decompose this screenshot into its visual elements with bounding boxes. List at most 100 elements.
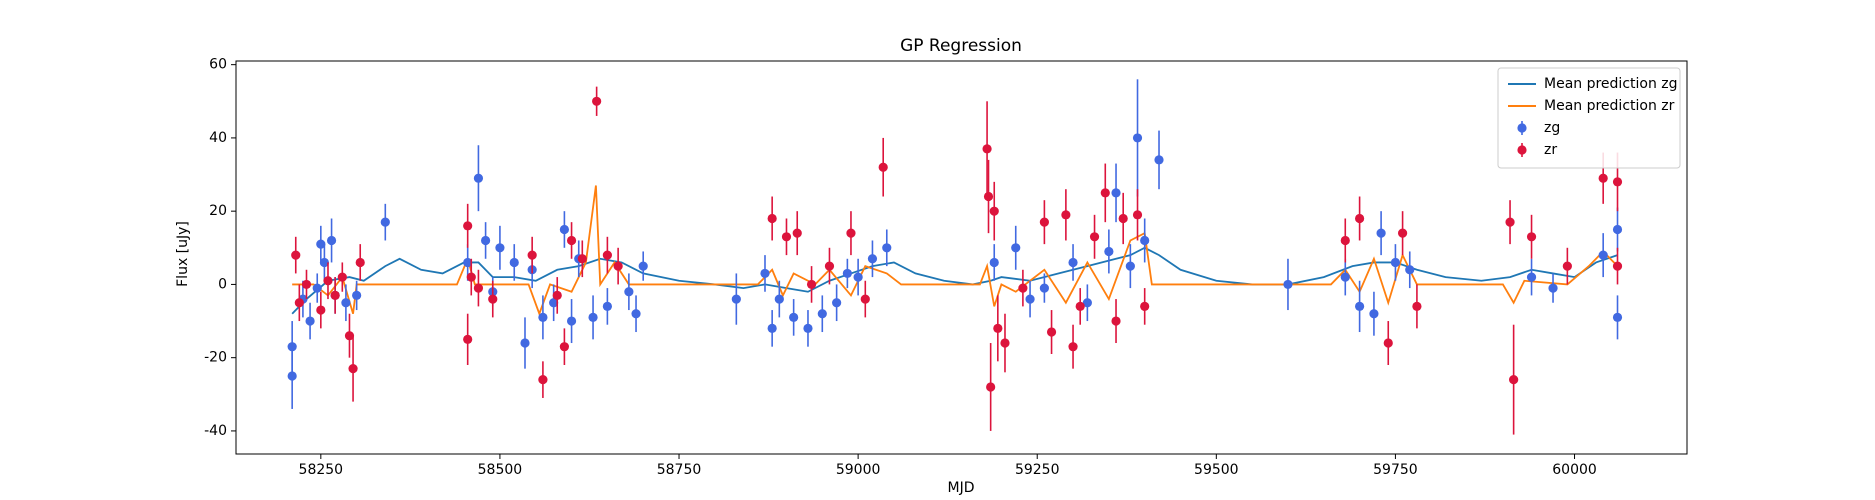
data-point — [1405, 265, 1415, 275]
x-axis-label: MJD — [948, 480, 975, 496]
legend-label: zg — [1544, 120, 1560, 136]
mean-line — [292, 185, 1619, 317]
data-point — [993, 323, 1003, 333]
data-point — [509, 257, 519, 268]
data-point — [1068, 257, 1078, 268]
data-point — [824, 261, 835, 271]
data-point — [1505, 217, 1515, 227]
data-point — [538, 375, 548, 385]
data-point — [577, 254, 587, 264]
data-point — [989, 206, 999, 216]
data-point — [1376, 228, 1386, 238]
data-point — [882, 243, 892, 253]
data-point — [817, 309, 827, 319]
x-tick-label: 59750 — [1373, 462, 1418, 478]
data-point — [860, 294, 870, 304]
legend-label: Mean prediction zr — [1544, 98, 1675, 114]
data-point — [1612, 177, 1623, 187]
data-point — [592, 96, 602, 106]
data-point — [1025, 294, 1035, 304]
y-tick-label: -20 — [204, 350, 227, 366]
data-point — [305, 316, 315, 326]
data-point — [1075, 301, 1085, 311]
data-point — [538, 312, 548, 322]
data-point — [463, 334, 473, 344]
data-point — [1526, 232, 1537, 242]
data-point — [832, 298, 842, 308]
data-point — [1118, 213, 1128, 224]
data-point — [495, 243, 505, 253]
data-point — [1154, 155, 1164, 165]
data-point — [463, 257, 473, 268]
data-point — [1018, 283, 1028, 293]
data-point — [789, 312, 799, 322]
x-tick-label: 60000 — [1552, 462, 1597, 478]
data-point — [1383, 338, 1393, 348]
data-point — [792, 228, 802, 238]
data-point — [1111, 316, 1121, 326]
data-point — [781, 232, 792, 242]
data-point — [1000, 338, 1010, 348]
legend-swatch — [1517, 123, 1527, 133]
data-point — [1068, 342, 1078, 352]
data-point — [731, 294, 741, 304]
data-point — [638, 261, 648, 271]
data-point — [1089, 232, 1100, 242]
data-point — [760, 268, 770, 279]
data-point — [344, 331, 355, 341]
data-point — [806, 279, 817, 290]
chart-title: GP Regression — [900, 36, 1022, 56]
x-tick-label: 59500 — [1194, 462, 1239, 478]
data-point — [1039, 283, 1049, 293]
data-point — [774, 294, 784, 304]
data-point — [983, 191, 994, 202]
data-point — [527, 250, 537, 260]
data-point — [488, 294, 498, 304]
data-point — [1104, 246, 1114, 257]
data-point — [316, 239, 326, 249]
data-point — [767, 213, 777, 224]
data-point — [549, 298, 559, 308]
data-point — [624, 287, 634, 297]
plot-area — [287, 79, 1623, 435]
data-point — [588, 312, 598, 322]
data-point — [1369, 309, 1379, 319]
data-point — [602, 301, 612, 311]
data-point — [1132, 210, 1143, 220]
y-axis-label: Flux [uJy] — [175, 221, 191, 287]
data-point — [1082, 298, 1092, 308]
data-point — [480, 235, 491, 246]
legend-label: Mean prediction zg — [1544, 76, 1678, 92]
data-point — [989, 257, 999, 268]
data-point — [1111, 188, 1121, 198]
data-point — [463, 221, 473, 231]
data-point — [853, 272, 863, 282]
data-point — [1598, 250, 1608, 260]
data-point — [473, 173, 484, 183]
x-tick-label: 58500 — [478, 462, 523, 478]
data-point — [1061, 210, 1071, 220]
data-point — [1612, 261, 1623, 271]
data-point — [520, 338, 530, 348]
legend-box — [1497, 67, 1681, 169]
y-tick-label: 60 — [209, 57, 227, 73]
data-point — [337, 272, 347, 282]
x-tick-label: 58250 — [299, 462, 344, 478]
y-tick-label: -40 — [204, 423, 227, 439]
x-tick-label: 59000 — [836, 462, 881, 478]
data-point — [1509, 375, 1519, 385]
data-point — [842, 268, 852, 279]
data-point — [291, 250, 301, 260]
data-point — [312, 283, 322, 293]
data-point — [1283, 279, 1293, 290]
data-point — [380, 217, 390, 227]
data-point — [803, 323, 813, 333]
data-point — [559, 342, 569, 352]
data-point — [1140, 235, 1150, 246]
data-point — [348, 364, 358, 374]
plot-frame — [235, 60, 1688, 455]
data-point — [613, 261, 623, 271]
data-point — [1526, 272, 1537, 282]
